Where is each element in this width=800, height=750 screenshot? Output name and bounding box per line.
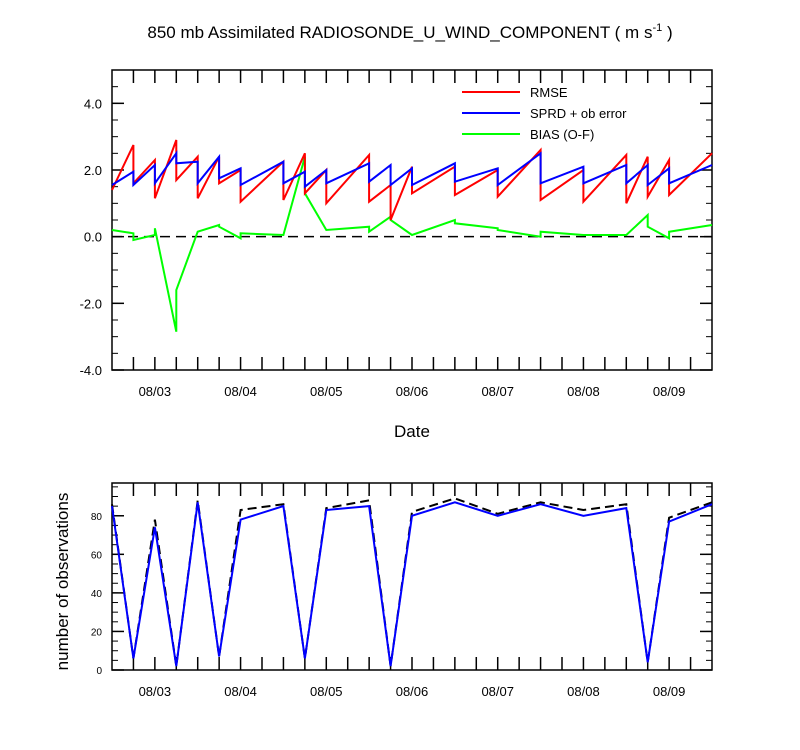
x-tick-label: 08/07: [481, 384, 514, 399]
y-tick-label: 4.0: [84, 96, 102, 111]
legend-label: RMSE: [530, 85, 568, 100]
y-tick-label: 60: [91, 550, 103, 561]
x-tick-label: 08/04: [224, 684, 257, 699]
x-tick-label: 08/03: [139, 384, 172, 399]
series-line-sprd-ob-error: [111, 150, 713, 189]
y-tick-label: 20: [91, 627, 103, 638]
chart-title: 850 mb Assimilated RADIOSONDE_U_WIND_COM…: [147, 22, 672, 42]
y-tick-label: 2.0: [84, 163, 102, 178]
x-tick-label: 08/07: [481, 684, 514, 699]
chart-title-exponent: -1: [652, 22, 662, 34]
y-tick-label: 40: [91, 589, 103, 600]
series-line-used: [111, 501, 713, 667]
x-tick-label: 08/08: [567, 384, 600, 399]
x-tick-label: 08/04: [224, 384, 257, 399]
y-axis-label: number of observations: [53, 493, 72, 671]
x-tick-label: 08/06: [396, 384, 429, 399]
y-tick-label: -4.0: [80, 363, 102, 378]
chart-title-main: 850 mb Assimilated RADIOSONDE_U_WIND_COM…: [147, 23, 652, 42]
top-panel: 850 mb Assimilated RADIOSONDE_U_WIND_COM…: [80, 22, 713, 441]
chart-title-close: ): [662, 23, 672, 42]
y-tick-label: 80: [91, 512, 103, 523]
x-tick-label: 08/05: [310, 684, 343, 699]
y-tick-label: -2.0: [80, 296, 102, 311]
legend-label: BIAS (O-F): [530, 127, 594, 142]
plot-frame: [111, 482, 713, 671]
x-tick-label: 08/05: [310, 384, 343, 399]
x-tick-label: 08/09: [653, 384, 686, 399]
y-tick-label: 0: [96, 666, 102, 677]
x-tick-label: 08/03: [139, 684, 172, 699]
series-line-possible: [111, 497, 713, 667]
x-tick-label: 08/08: [567, 684, 600, 699]
y-tick-label: 0.0: [84, 230, 102, 245]
x-tick-label: 08/09: [653, 684, 686, 699]
bottom-panel: 08/03 08/04 08/05 08/06 08/07 08/08 08/09 0 20 40…: [53, 482, 713, 699]
legend-label: SPRD + ob error: [530, 106, 627, 121]
x-axis-label: Date: [394, 422, 430, 441]
series-line-bias-o-f: [111, 156, 713, 332]
x-tick-label: 08/06: [396, 684, 429, 699]
